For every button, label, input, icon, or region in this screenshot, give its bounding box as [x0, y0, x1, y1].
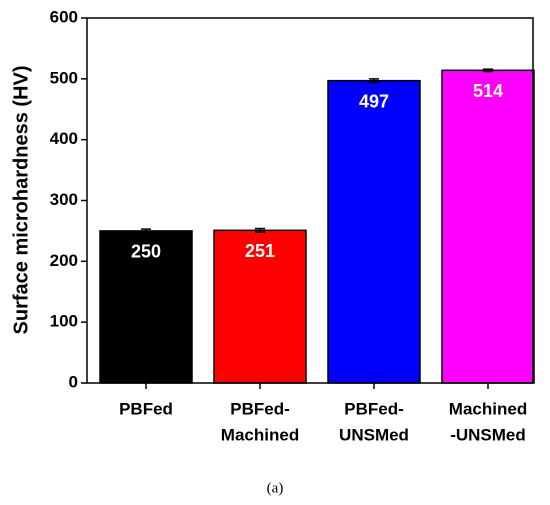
y-tick-label: 600: [50, 7, 78, 26]
y-tick-label: 0: [69, 372, 78, 391]
y-tick-label: 400: [50, 129, 78, 148]
bar: [327, 79, 421, 384]
value-label: 251: [245, 241, 275, 261]
bar: [441, 69, 535, 384]
x-tick-label: PBFed-: [344, 399, 404, 418]
error-bar: [141, 228, 151, 234]
error-bar: [255, 227, 265, 233]
error-bar: [483, 68, 493, 73]
y-axis-title: Surface microhardness (HV): [10, 66, 32, 335]
y-tick-label: 100: [50, 312, 78, 331]
value-label: 250: [131, 242, 161, 262]
x-tick-label: UNSMed: [339, 425, 409, 444]
caption: (a): [267, 480, 284, 496]
error-bar: [369, 78, 379, 84]
bar: [213, 229, 307, 384]
y-tick-label: 500: [50, 68, 78, 87]
x-tick-label: Machined: [221, 425, 299, 444]
y-tick-label: 200: [50, 251, 78, 270]
x-tick-label: Machined: [449, 399, 527, 418]
x-tick-label: PBFed-: [230, 399, 290, 418]
value-label: 497: [359, 91, 389, 111]
plot-frame: [86, 17, 534, 384]
value-label: 514: [473, 81, 503, 101]
x-tick-label: -UNSMed: [450, 425, 526, 444]
y-tick-label: 300: [50, 190, 78, 209]
x-tick-label: PBFed: [119, 399, 173, 418]
